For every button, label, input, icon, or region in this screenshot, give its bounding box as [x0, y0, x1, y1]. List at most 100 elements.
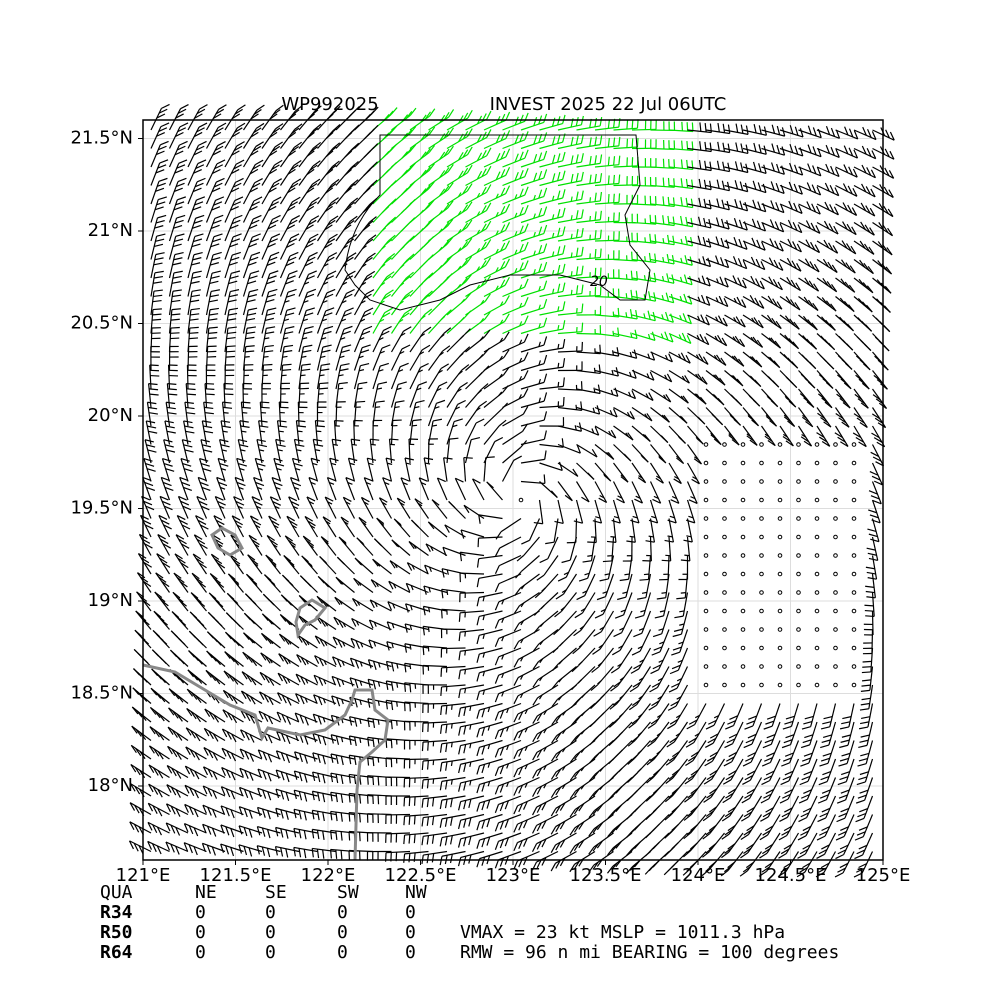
wind-barb [873, 297, 891, 313]
wind-barb [244, 271, 260, 297]
wind-barb [595, 156, 620, 167]
barb-flag [682, 122, 683, 131]
wind-barb [392, 181, 416, 204]
calm-marker [834, 443, 838, 447]
barb-flag [487, 166, 491, 174]
barb-flag [330, 234, 338, 239]
barb-flag [311, 216, 319, 221]
barb-flag [736, 161, 738, 170]
barb-flag [465, 632, 466, 637]
barb-flag [333, 445, 338, 446]
barb-flag [723, 143, 724, 152]
wind-barb [854, 408, 867, 428]
barb-flag [595, 614, 603, 618]
wind-barb [640, 556, 651, 581]
barb-shaft [540, 179, 563, 185]
barb-flag [265, 318, 274, 320]
barb-flag [772, 144, 775, 153]
wind-barb [669, 371, 689, 384]
wind-barb [206, 365, 215, 389]
barb-shaft [521, 401, 544, 407]
wind-barb [614, 463, 629, 482]
wind-barb [207, 105, 227, 130]
barb-shaft [262, 147, 275, 167]
wind-barb [799, 389, 814, 407]
barb-flag [613, 331, 614, 336]
calm-marker [797, 498, 801, 502]
barb-shaft [606, 574, 614, 597]
barb-flag [652, 652, 660, 655]
barb-shaft [521, 178, 544, 185]
barb-shaft [484, 303, 505, 315]
barb-flag [226, 356, 235, 357]
wind-barb [496, 519, 521, 540]
wind-barb [521, 355, 547, 370]
calm-marker [852, 480, 856, 484]
wind-barb [302, 556, 318, 574]
wind-barb [151, 197, 167, 223]
barb-flag [305, 327, 314, 329]
barb-flag [608, 157, 609, 166]
wind-barb [170, 253, 184, 278]
wind-barb [503, 113, 529, 130]
barb-flag [525, 297, 529, 305]
wind-barb [503, 187, 529, 204]
barb-flag [772, 125, 774, 134]
wind-barb [355, 345, 371, 371]
wind-barb [373, 308, 393, 333]
barb-flag [562, 560, 571, 562]
wind-barb [373, 363, 389, 389]
barb-flag [341, 364, 350, 366]
wind-barb [281, 595, 299, 611]
barb-shaft [503, 195, 525, 204]
barb-shaft [558, 482, 572, 501]
barb-flag [704, 199, 706, 208]
wind-barb [158, 535, 171, 556]
calm-marker [704, 461, 708, 465]
wind-barb [429, 274, 453, 297]
barb-flag [218, 123, 226, 127]
wind-barb [503, 279, 529, 297]
barb-flag [595, 230, 596, 239]
wind-barb [484, 385, 508, 407]
wind-barb [688, 445, 702, 465]
barb-flag [505, 295, 509, 303]
barb-flag [630, 536, 635, 537]
barb-flag [178, 178, 186, 181]
barb-flag [278, 421, 287, 422]
wind-barb [487, 482, 503, 500]
barb-flag [177, 215, 186, 218]
wind-barb [577, 154, 602, 167]
barb-shaft [392, 367, 401, 389]
wind-barb [390, 561, 410, 574]
wind-barb [170, 346, 179, 370]
barb-shaft [484, 230, 506, 241]
wind-barb [447, 400, 466, 426]
barb-flag [525, 150, 528, 158]
wind-barb [631, 648, 651, 673]
barb-flag [614, 194, 615, 203]
wind-barb [669, 159, 693, 169]
wind-barb [651, 389, 671, 402]
wind-barb [171, 631, 188, 648]
wind-barb [836, 334, 853, 351]
barb-flag [295, 445, 304, 447]
wind-barb [299, 308, 315, 334]
barb-shaft [503, 177, 525, 186]
wind-barb [429, 346, 450, 371]
barb-flag [428, 627, 429, 632]
barb-flag [722, 219, 724, 228]
wind-barb [632, 482, 642, 504]
barb-flag [160, 141, 168, 144]
wind-barb [429, 255, 453, 278]
barb-flag [505, 277, 509, 285]
wind-barb [207, 271, 221, 296]
barb-flag [176, 616, 183, 622]
barb-flag [581, 153, 583, 162]
barb-shaft [466, 265, 486, 278]
barb-flag [600, 154, 601, 163]
wind-barb [780, 426, 793, 446]
barb-flag [735, 180, 737, 189]
wind-barb [503, 168, 529, 185]
barb-shaft [225, 146, 237, 167]
